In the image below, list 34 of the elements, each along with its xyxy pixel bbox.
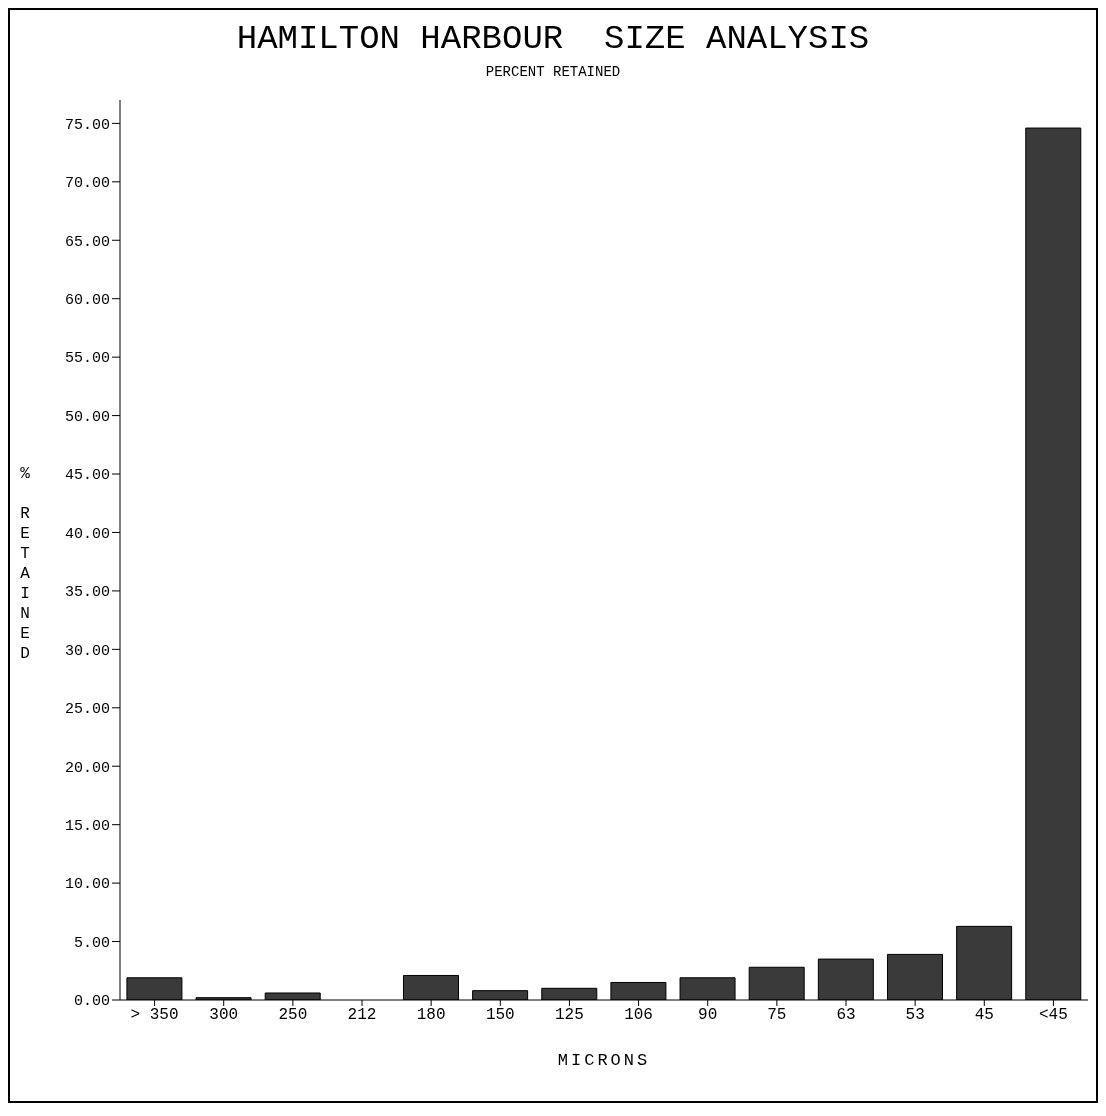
chart-title: HAMILTON HARBOUR SIZE ANALYSIS xyxy=(235,20,871,58)
x-tick-label: 250 xyxy=(278,1006,308,1025)
y-tick-label: 10.00 xyxy=(64,876,110,894)
x-tick-label: 212 xyxy=(347,1006,377,1025)
y-tick-label: 20.00 xyxy=(64,759,110,777)
y-axis-title: % RETAINED xyxy=(16,465,34,665)
x-tick-label: 75 xyxy=(767,1006,787,1025)
y-tick-label: 40.00 xyxy=(64,525,110,543)
y-tick-label: 25.00 xyxy=(64,701,110,719)
x-tick-label: 106 xyxy=(624,1006,653,1025)
y-tick-label: 55.00 xyxy=(64,350,110,368)
y-tick-label: 5.00 xyxy=(73,934,110,952)
x-tick-label: 45 xyxy=(974,1006,994,1025)
x-tick-label: 90 xyxy=(698,1006,718,1025)
x-tick-label: 150 xyxy=(485,1006,515,1025)
y-tick-label: 35.00 xyxy=(64,584,110,602)
x-tick-label: <45 xyxy=(1039,1006,1068,1025)
y-tick-label: 50.00 xyxy=(64,408,110,426)
y-tick-label: 0.00 xyxy=(73,993,110,1011)
x-tick-label: 125 xyxy=(555,1006,584,1025)
y-tick-label: 15.00 xyxy=(64,818,110,835)
x-tick-label: 53 xyxy=(905,1006,925,1025)
y-tick-label: 30.00 xyxy=(64,642,110,660)
y-tick-label: 65.00 xyxy=(64,233,110,251)
x-tick-label: > 350 xyxy=(130,1006,179,1025)
x-tick-label: 63 xyxy=(836,1006,856,1025)
x-tick-label: 300 xyxy=(209,1006,239,1025)
x-tick-label: 180 xyxy=(416,1006,446,1025)
y-tick-label: 60.00 xyxy=(64,292,110,310)
y-tick-label: 70.00 xyxy=(64,175,110,193)
chart-subtitle: PERCENT RETAINED xyxy=(484,64,622,80)
y-tick-label: 45.00 xyxy=(64,467,110,485)
y-tick-label: 75.00 xyxy=(64,116,110,134)
x-axis-title: MICRONS xyxy=(557,1051,651,1070)
